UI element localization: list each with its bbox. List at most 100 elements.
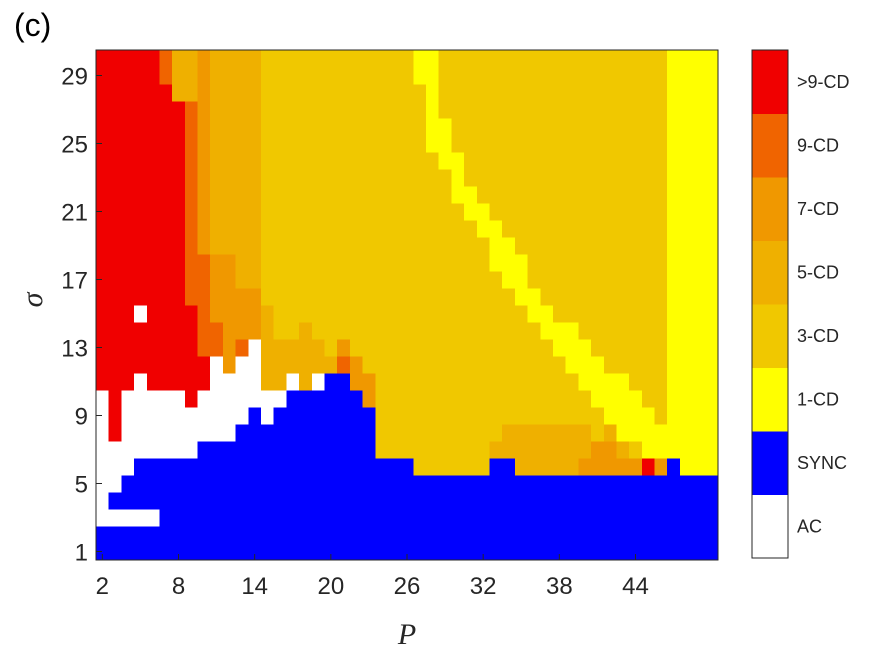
heatmap-cell [654,458,668,476]
colorbar-label: 3-CD [797,326,839,346]
x-tick-label: 44 [622,573,649,600]
heatmap-cell [641,50,656,408]
heatmap-cell [96,390,110,425]
heatmap-cell [134,526,148,561]
heatmap-cell [210,390,224,442]
heatmap-cell [121,475,135,510]
heatmap-cell [616,50,630,374]
heatmap-cell [273,424,287,561]
heatmap-cell [324,424,338,561]
heatmap-cell [591,50,605,357]
heatmap-cell [286,424,300,561]
heatmap-cell [222,407,237,442]
heatmap-cell [527,288,541,323]
heatmap-cell [362,50,376,374]
heatmap-cell [222,339,237,374]
y-tick-label: 21 [61,200,88,227]
heatmap-cell [540,50,554,306]
heatmap-cell [248,288,262,340]
heatmap-cell [578,458,592,476]
heatmap-cell [629,390,643,442]
heatmap-cell [222,50,237,255]
heatmap-cell [464,220,478,476]
heatmap-cell [387,50,402,459]
heatmap-cell [616,475,630,561]
y-tick-label: 9 [75,404,88,431]
heatmap-cell [502,458,516,561]
heatmap-cell [362,373,376,408]
heatmap-cell [578,339,592,391]
heatmap-cell [679,50,694,442]
heatmap-cell [184,373,199,408]
heatmap-cell [552,356,567,425]
heatmap-cell [451,152,465,204]
heatmap-cell [184,305,199,374]
heatmap-cell [489,441,503,459]
heatmap-cell [362,407,376,442]
heatmap-cell [451,50,465,153]
heatmap-cell [273,407,287,425]
heatmap-cell [286,339,300,374]
heatmap-cell [527,475,541,561]
heatmap-cell [172,101,186,391]
heatmap-cell [616,373,630,442]
heatmap-cell [222,254,237,340]
heatmap-cell [299,390,313,425]
heatmap-cell [273,339,287,391]
heatmap-cell [514,254,529,306]
heatmap-cell [299,50,313,323]
heatmap-cell [629,441,643,459]
heatmap-cell [197,356,211,391]
heatmap-cell [591,441,605,476]
heatmap-cell [629,475,643,561]
heatmap-cell [210,50,224,255]
heatmap-cell [261,441,275,561]
heatmap-cell [489,220,503,272]
heatmap-cell [438,50,453,119]
heatmap-cell [172,458,186,561]
heatmap-cell [527,50,541,289]
heatmap-cell [146,50,161,357]
y-axis-ticks: 1 5 9 13 17 21 25 29 [61,64,102,567]
heatmap-cell [540,424,554,476]
heatmap-cell [375,50,389,459]
heatmap-cell [197,441,211,561]
heatmap-cell [489,271,503,442]
heatmap-cell [667,458,681,476]
x-tick-label: 32 [470,573,497,600]
heatmap-cell [108,526,122,561]
heatmap-cell [641,458,656,476]
panel-label: (c) [14,7,51,43]
heatmap-cell [146,390,161,459]
heatmap-cell [603,50,618,374]
heatmap-cell [679,441,694,476]
heatmap-cell [121,509,135,527]
x-tick-label: 26 [394,573,421,600]
heatmap-cell [286,50,300,340]
heatmap-cell [578,390,592,425]
heatmap-cell [552,50,567,323]
heatmap-cell [311,424,326,561]
heatmap-cell [96,441,110,510]
heatmap-cell [134,50,148,306]
heatmap-cell [578,475,592,561]
heatmap-cell [197,254,211,306]
heatmap-cell [146,526,161,561]
colorbar-label: AC [797,516,822,536]
heatmap-cell [629,50,643,391]
colorbar-swatch [752,240,788,305]
heatmap-cell [413,50,427,85]
heatmap-cell [603,373,618,425]
heatmap-cell [134,305,148,323]
heatmap-cell [108,441,122,476]
heatmap-cell [654,475,668,561]
heatmap-cell [476,237,491,476]
heatmap-cell [248,50,262,238]
heatmap-cell [184,407,199,459]
heatmap-cell [121,50,135,391]
heatmap-cell [667,475,681,561]
heatmap-cell [159,50,173,85]
heatmap-cell [387,458,402,561]
heatmap-cell [629,458,643,476]
